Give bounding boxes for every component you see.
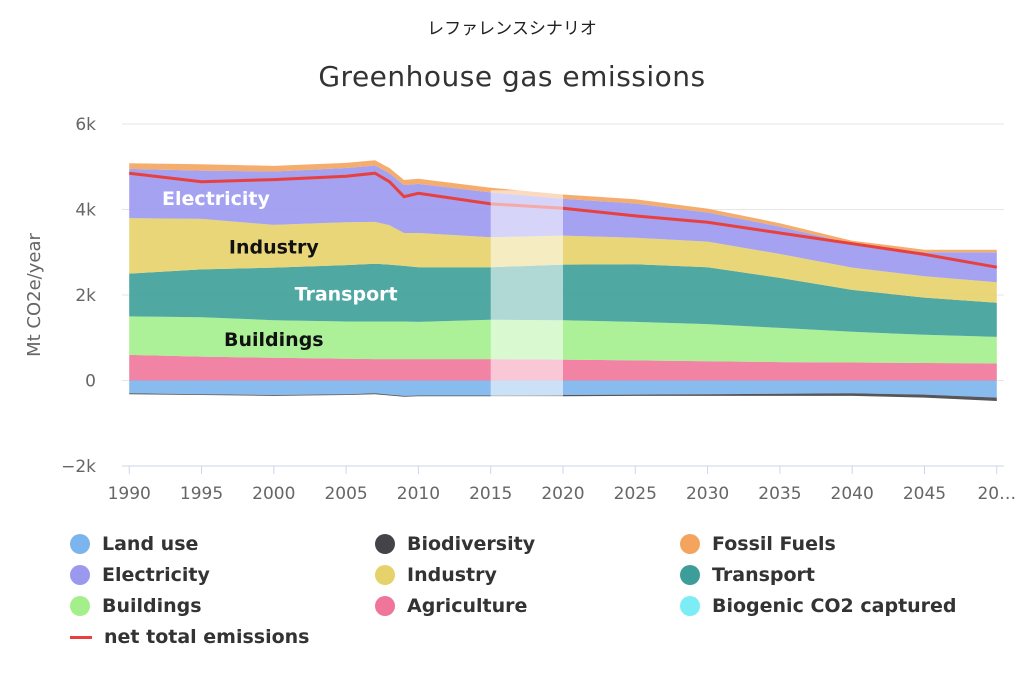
legend-label-biodiversity: Biodiversity (407, 533, 536, 555)
legend-label-electricity: Electricity (102, 564, 210, 586)
legend-item-transport[interactable]: Transport (680, 564, 815, 586)
x-tick-label-11: 2045 (903, 484, 946, 504)
area-label-buildings: Buildings (224, 329, 324, 351)
y-axis-label: Mt CO2e/year (24, 233, 45, 357)
legend-marker-biodiversity (375, 534, 395, 554)
legend-label-land-use: Land use (102, 533, 199, 555)
legend-item-industry[interactable]: Industry (375, 564, 497, 586)
legend-marker-agriculture (375, 596, 395, 616)
area-label-industry: Industry (229, 236, 319, 258)
x-tick-label-4: 2010 (397, 484, 440, 504)
x-tick-label-2: 2000 (252, 484, 295, 504)
legend-item-net-total-emissions[interactable]: net total emissions (70, 626, 310, 648)
x-tick-label-8: 2030 (686, 484, 729, 504)
y-tick-label-3: 4k (75, 201, 96, 221)
emissions-chart: Electricity Industry Transport Buildings 199… (24, 115, 1016, 504)
x-tick-label-1: 1995 (180, 484, 223, 504)
x-tick-label-10: 2040 (831, 484, 874, 504)
legend-label-transport: Transport (712, 564, 816, 586)
area-fossil-fuels (129, 160, 997, 253)
legend-marker-biogenic-co2-captured (680, 596, 700, 616)
x-tick-label-5: 2015 (469, 484, 512, 504)
legend-item-land-use[interactable]: Land use (70, 533, 198, 555)
legend-marker-fossil-fuels (680, 534, 700, 554)
legend-label-fossil-fuels: Fossil Fuels (712, 533, 836, 555)
x-tick-label-12: 20… (977, 484, 1016, 504)
legend-marker-transport (680, 565, 700, 585)
legend-marker-electricity (70, 565, 90, 585)
legend-item-biodiversity[interactable]: Biodiversity (375, 533, 535, 555)
x-tick-label-6: 2020 (541, 484, 584, 504)
area-label-electricity: Electricity (162, 188, 270, 210)
legend-item-biogenic-co2-captured[interactable]: Biogenic CO2 captured (680, 595, 957, 617)
legend-marker-industry (375, 565, 395, 585)
legend-label-industry: Industry (407, 564, 497, 586)
y-tick-label-2: 2k (75, 286, 96, 306)
chart-title: Greenhouse gas emissions (318, 60, 706, 93)
highlight-band (490, 190, 563, 398)
net-total-line (129, 171, 998, 269)
legend-label-agriculture: Agriculture (407, 595, 528, 617)
x-tick-label-0: 1990 (108, 484, 151, 504)
legend-label-buildings: Buildings (102, 595, 202, 617)
legend-item-buildings[interactable]: Buildings (70, 595, 202, 617)
legend-item-electricity[interactable]: Electricity (70, 564, 210, 586)
area-label-transport: Transport (295, 283, 398, 305)
y-tick-label-1: 0 (85, 372, 96, 392)
x-tick-label-9: 2035 (758, 484, 801, 504)
legend-marker-buildings (70, 596, 90, 616)
legend-item-agriculture[interactable]: Agriculture (375, 595, 527, 617)
scenario-label: レファレンスシナリオ (427, 19, 597, 39)
legend-label-biogenic-co2-captured: Biogenic CO2 captured (712, 595, 957, 617)
y-tick-label-0: −2k (61, 457, 96, 477)
x-tick-label-3: 2005 (324, 484, 367, 504)
legend-label-net-total-emissions: net total emissions (104, 626, 310, 648)
legend-marker-land-use (70, 534, 90, 554)
legend-marker-net-total-emissions (70, 635, 92, 639)
area-biodiversity (129, 393, 997, 401)
y-tick-label-4: 6k (75, 115, 96, 135)
x-tick-label-7: 2025 (614, 484, 657, 504)
legend-item-fossil-fuels[interactable]: Fossil Fuels (680, 533, 836, 555)
